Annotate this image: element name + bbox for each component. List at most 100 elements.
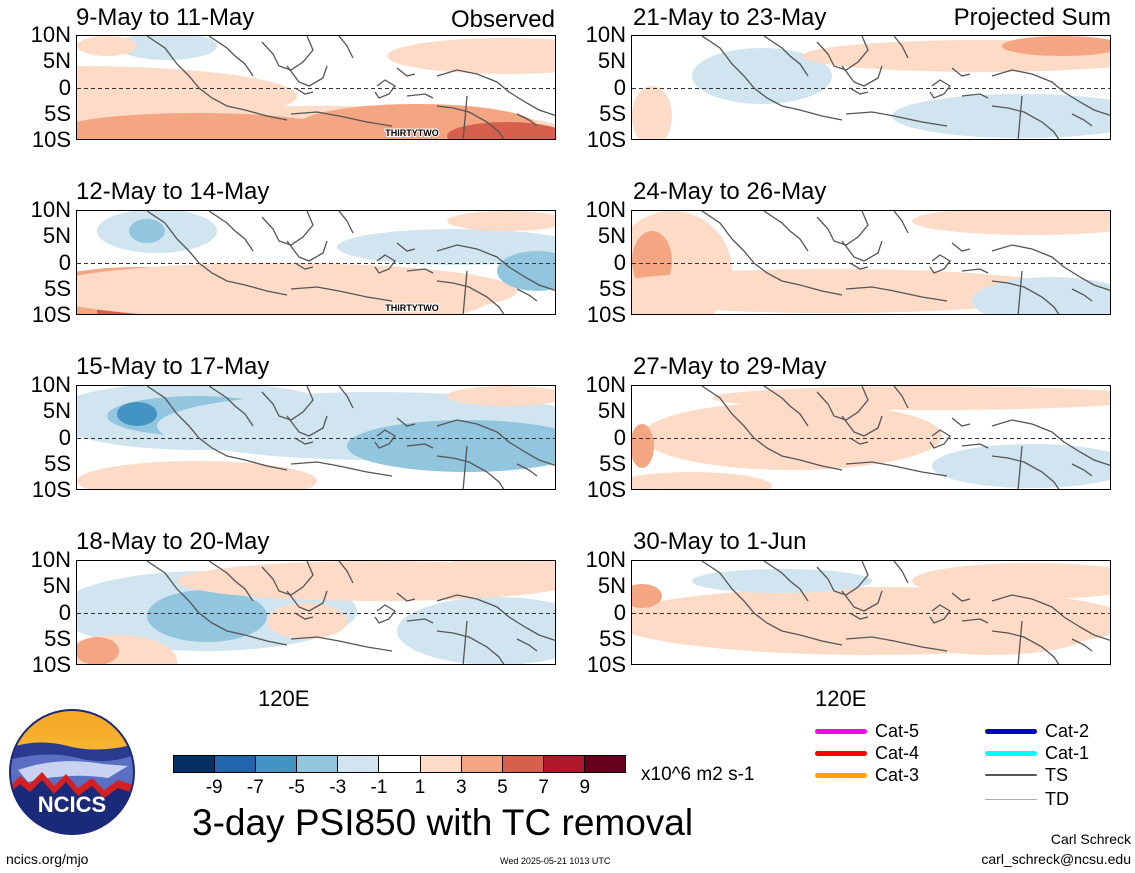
coastline bbox=[701, 36, 843, 121]
coastline bbox=[406, 443, 434, 449]
coastline bbox=[338, 36, 354, 59]
lat-label: 0 bbox=[613, 249, 626, 275]
coastline bbox=[396, 67, 416, 77]
contour-region bbox=[447, 561, 555, 576]
coastline bbox=[516, 288, 538, 302]
lat-label: 10N bbox=[585, 547, 626, 572]
coastline bbox=[991, 69, 1110, 117]
panel-title-5: 21-May to 23-May bbox=[633, 4, 827, 31]
lat-label: 5S bbox=[599, 450, 626, 476]
contour-region bbox=[932, 444, 1110, 488]
colorbar-label: -9 bbox=[205, 777, 223, 798]
lat-label: 5S bbox=[44, 625, 71, 651]
contour-region bbox=[497, 251, 555, 291]
main-title: 3-day PSI850 with TC removal bbox=[192, 802, 694, 843]
colorbar-swatch bbox=[174, 756, 216, 772]
contour-region bbox=[77, 637, 119, 664]
colorbar-label: 9 bbox=[579, 777, 591, 798]
coastline bbox=[991, 244, 1110, 292]
coastline bbox=[338, 561, 354, 584]
lat-label: 0 bbox=[613, 599, 626, 625]
colorbar-swatch bbox=[420, 756, 462, 772]
coastline bbox=[290, 636, 393, 652]
coastline bbox=[286, 415, 328, 437]
tc-annotation: THIRTYTWO bbox=[385, 128, 439, 138]
author-credit: Carl Schreck bbox=[1050, 831, 1131, 847]
panel-title-8: 30-May to 1-Jun bbox=[633, 528, 807, 555]
coastline bbox=[406, 93, 434, 99]
colorbar-unit: x10^6 m2 s-1 bbox=[641, 764, 755, 785]
panel-title-7: 27-May to 29-May bbox=[633, 353, 827, 380]
contour-region bbox=[642, 402, 942, 470]
contour-region bbox=[447, 211, 555, 231]
coastline bbox=[436, 455, 505, 489]
tc-annotation: THIRTYTWO bbox=[385, 303, 439, 313]
coastline bbox=[1071, 113, 1093, 127]
coastline bbox=[763, 36, 809, 77]
coastline bbox=[841, 415, 883, 437]
coastline bbox=[146, 386, 288, 471]
contour-region bbox=[712, 386, 1110, 410]
colorbar-swatch bbox=[543, 756, 585, 772]
map-panel-1: THIRTYTWO bbox=[76, 35, 556, 140]
coastline bbox=[1017, 620, 1023, 664]
lat-label: 5N bbox=[42, 223, 71, 249]
coastline bbox=[1071, 463, 1093, 477]
coastline bbox=[294, 262, 314, 270]
lat-label: 10N bbox=[30, 22, 71, 47]
svg-text:NCICS: NCICS bbox=[38, 792, 106, 817]
contour-region bbox=[632, 269, 1072, 313]
contour-region bbox=[129, 219, 165, 243]
colorbar-label: -7 bbox=[246, 777, 264, 798]
colorbar-label: 3 bbox=[455, 777, 467, 798]
lat-label: 5N bbox=[597, 573, 626, 599]
coastline bbox=[462, 95, 468, 139]
colorbar-swatch bbox=[584, 756, 626, 772]
coastline bbox=[1017, 95, 1023, 139]
coastline bbox=[845, 111, 948, 127]
coastline bbox=[208, 386, 254, 427]
contour-region bbox=[447, 122, 555, 139]
map-panel-4 bbox=[76, 560, 556, 665]
contour-region bbox=[1002, 36, 1110, 56]
lat-label: 5S bbox=[44, 100, 71, 126]
colorbar-label: 1 bbox=[414, 777, 426, 798]
lat-label: 0 bbox=[58, 424, 71, 450]
map-panel-6 bbox=[631, 210, 1111, 315]
coastline bbox=[436, 105, 505, 139]
coastline bbox=[294, 87, 314, 95]
lat-label: 5S bbox=[599, 275, 626, 301]
colorbar-label: -3 bbox=[329, 777, 347, 798]
panel-title-4: 18-May to 20-May bbox=[76, 528, 270, 555]
legend-label: Cat-1 bbox=[1045, 742, 1090, 763]
coastline bbox=[436, 594, 555, 642]
coastline bbox=[929, 604, 951, 624]
coastline bbox=[763, 211, 809, 252]
contour-region bbox=[912, 211, 1110, 235]
coastline bbox=[286, 590, 328, 612]
lat-label: 5S bbox=[44, 275, 71, 301]
coastline bbox=[436, 280, 505, 314]
legend-line-swatch bbox=[985, 798, 1037, 800]
colorbar bbox=[173, 755, 626, 773]
panel-title-1: 9-May to 11-May bbox=[76, 4, 255, 31]
coastline bbox=[816, 561, 869, 596]
contour-region bbox=[347, 420, 555, 472]
legend-item-cat-4: Cat-4 bbox=[815, 742, 919, 764]
legend-label: TD bbox=[1045, 788, 1069, 809]
coastline bbox=[374, 254, 396, 274]
coastline bbox=[396, 242, 416, 252]
lat-label: 0 bbox=[58, 249, 71, 275]
coastline bbox=[462, 620, 468, 664]
ncics-logo: NCICS bbox=[9, 709, 135, 835]
coastline bbox=[338, 386, 354, 409]
legend-item-td: TD bbox=[985, 788, 1069, 810]
coastline bbox=[261, 36, 314, 71]
contour-region bbox=[892, 94, 1110, 138]
email-credit: carl_schreck@ncsu.edu bbox=[981, 851, 1131, 867]
lat-label: 5N bbox=[597, 223, 626, 249]
lat-label: 10S bbox=[586, 127, 626, 152]
lat-label: 5N bbox=[42, 48, 71, 74]
lat-label: 0 bbox=[58, 74, 71, 100]
coastline bbox=[893, 211, 909, 234]
